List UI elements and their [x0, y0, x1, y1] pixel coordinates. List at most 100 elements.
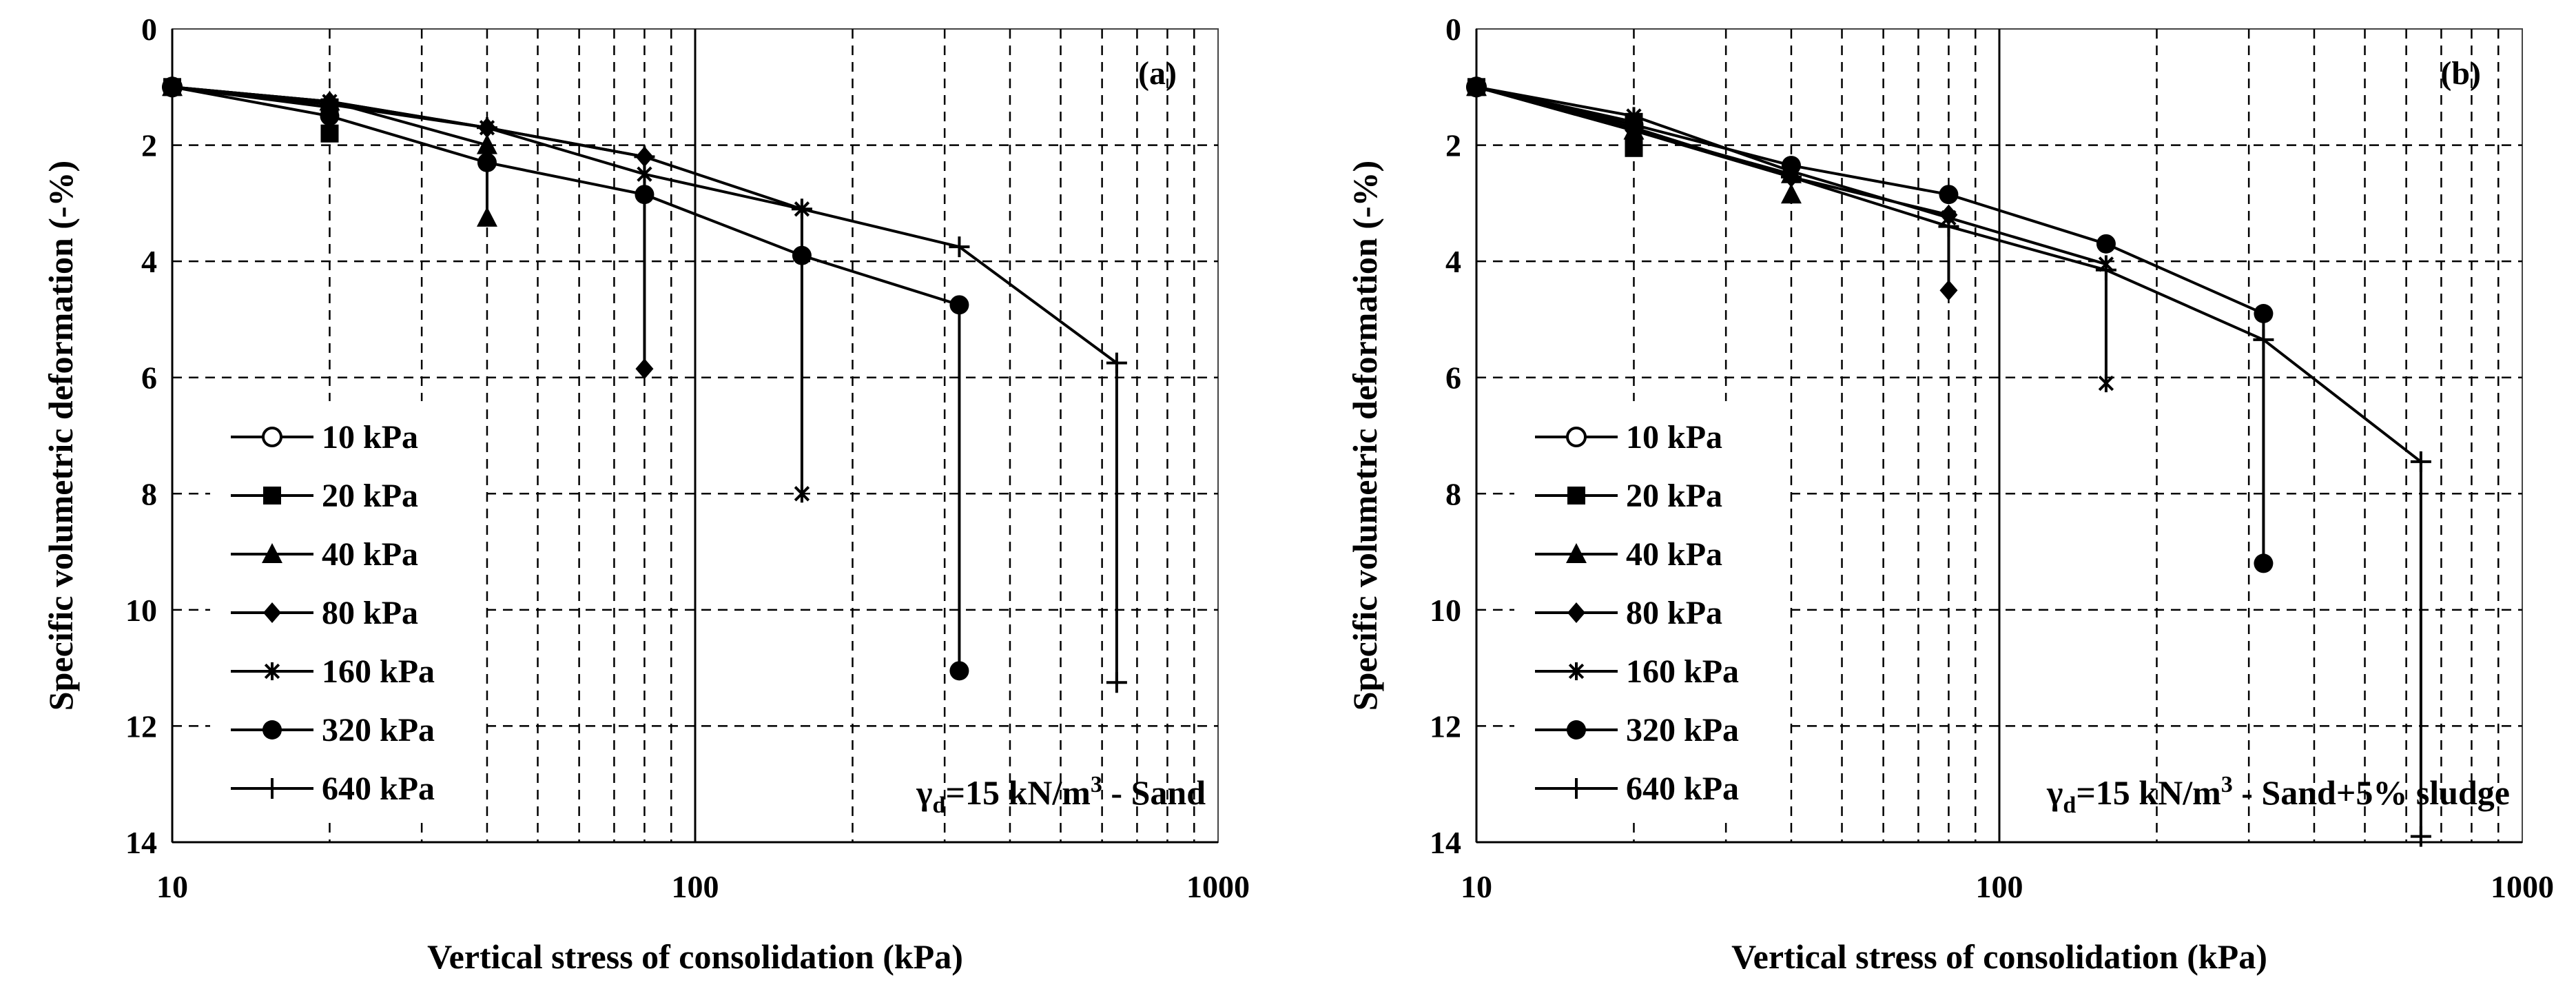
data-point [2410, 826, 2431, 847]
data-point [2095, 259, 2116, 281]
data-point [476, 117, 497, 139]
data-point [635, 185, 655, 205]
legend-item: 40 kPa [1535, 536, 1722, 573]
y-axis-title: Specific volumetric deformation (-%) [1346, 161, 1384, 711]
data-point [2410, 451, 2431, 472]
panel-label: (b) [2440, 55, 2481, 92]
data-point [1780, 183, 1802, 204]
x-tick-label: 1000 [1186, 869, 1250, 904]
data-point [637, 165, 652, 183]
data-point [1939, 185, 1959, 205]
y-tick-label: 14 [1430, 825, 1461, 860]
legend: 10 kPa 20 kPa 40 kPa 80 kPa 160 kPa 320 kPa 64… [1514, 401, 1790, 822]
data-point [2254, 553, 2274, 573]
data-point [949, 236, 970, 258]
data-point [1106, 672, 1127, 693]
x-axis-title: Vertical stress of consolidation (kPa) [427, 937, 963, 976]
annotation-sup: 3 [2221, 772, 2233, 797]
series-line [1476, 85, 2108, 384]
x-tick-label: 100 [672, 869, 719, 904]
legend-item: 160 kPa [231, 653, 435, 690]
data-point [949, 661, 969, 681]
legend-label: 640 kPa [322, 771, 435, 807]
y-tick-label: 2 [1445, 128, 1461, 163]
data-point [1625, 139, 1643, 157]
legend-label: 320 kPa [322, 712, 435, 748]
data-point [791, 198, 812, 220]
data-point [477, 152, 497, 172]
data-point [1939, 280, 1958, 301]
data-point [320, 106, 340, 126]
legend-label: 20 kPa [322, 478, 418, 514]
series-line [172, 85, 1118, 683]
legend-label: 10 kPa [1626, 419, 1722, 456]
data-point [1781, 156, 1801, 176]
data-point [476, 134, 497, 154]
legend-item: 10 kPa [231, 419, 418, 456]
y-tick-label: 4 [141, 244, 157, 279]
legend: 10 kPa 20 kPa 40 kPa 80 kPa 160 kPa 320 kPa 64… [210, 401, 486, 822]
legend-marker [1566, 778, 1587, 799]
legend-marker [1566, 543, 1587, 563]
legend-label: 80 kPa [1626, 595, 1722, 631]
y-tick-label: 6 [141, 360, 157, 396]
series-320-kpa [163, 77, 969, 681]
legend-label: 10 kPa [322, 419, 418, 456]
annotation-prefix: γ [916, 773, 932, 812]
data-point [949, 295, 969, 315]
legend-item: 20 kPa [231, 478, 418, 514]
legend-marker [262, 543, 282, 563]
legend-marker [262, 427, 282, 447]
legend-item: 640 kPa [1535, 771, 1739, 807]
data-point [319, 94, 340, 115]
legend-item: 80 kPa [1535, 595, 1722, 631]
y-tick-label: 12 [1430, 708, 1461, 744]
annotation-prefix: γ [2046, 773, 2063, 812]
annotation-text: γd=15 kN/m3 - Sand [916, 772, 1206, 818]
legend-item: 80 kPa [231, 595, 418, 631]
y-tick-label: 8 [1445, 476, 1461, 511]
x-tick-label: 10 [1461, 869, 1492, 904]
legend-label: 20 kPa [1626, 478, 1722, 514]
data-point [476, 206, 497, 227]
data-point [1780, 166, 1802, 187]
data-point [635, 358, 654, 380]
series-640-kpa [162, 77, 1127, 693]
data-point [2253, 329, 2274, 350]
legend-label: 160 kPa [322, 653, 435, 690]
data-point [2254, 304, 2274, 323]
panel-label: (a) [1138, 55, 1177, 92]
legend-marker [1566, 427, 1587, 447]
x-axis-title: Vertical stress of consolidation (kPa) [1731, 937, 2267, 976]
data-point [320, 124, 339, 143]
legend-marker [263, 487, 281, 504]
annotation-sub: d [933, 793, 946, 818]
data-point [2096, 234, 2116, 254]
y-tick-label: 12 [125, 708, 157, 744]
legend-marker [264, 662, 280, 680]
legend-label: 80 kPa [322, 595, 418, 631]
legend-marker [1567, 720, 1586, 740]
series-640-kpa [1466, 77, 2431, 847]
data-point [1466, 77, 1487, 98]
legend-marker [262, 778, 282, 799]
y-tick-label: 8 [141, 476, 157, 511]
y-tick-label: 14 [125, 825, 157, 860]
y-tick-label: 0 [141, 12, 157, 47]
x-tick-label: 1000 [2491, 869, 2554, 904]
annotation-suffix: - Sand [1102, 773, 1206, 812]
legend-item: 320 kPa [231, 712, 435, 748]
annotation-sup: 3 [1091, 772, 1102, 797]
annotation-text: γd=15 kN/m3 - Sand+5% sludge [2046, 772, 2510, 818]
legend-item: 10 kPa [1535, 419, 1722, 456]
legend-item: 160 kPa [1535, 653, 1739, 690]
annotation-mid: =15 kN/m [2076, 773, 2220, 812]
legend-marker [1568, 662, 1585, 680]
annotation-sub: d [2063, 793, 2076, 818]
legend-label: 40 kPa [1626, 536, 1722, 573]
y-tick-label: 6 [1445, 360, 1461, 396]
legend-marker [1567, 602, 1585, 623]
data-point [2098, 374, 2114, 393]
legend-item: 320 kPa [1535, 712, 1739, 748]
